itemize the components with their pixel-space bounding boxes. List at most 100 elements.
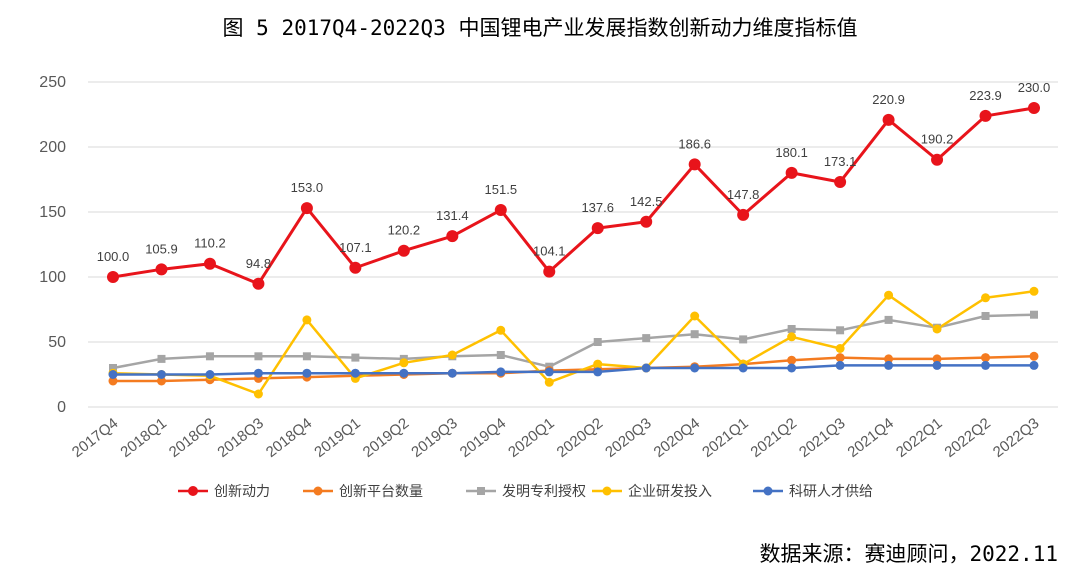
data-point <box>593 359 603 369</box>
y-tick-label: 200 <box>39 139 66 156</box>
data-point <box>884 315 893 324</box>
data-point <box>543 265 556 278</box>
data-label: 120.2 <box>388 223 421 238</box>
series-points <box>107 102 1040 399</box>
x-tick-label: 2018Q4 <box>263 415 316 461</box>
data-point <box>302 315 312 325</box>
x-tick-label: 2022Q1 <box>893 415 946 461</box>
x-tick-label: 2018Q3 <box>214 415 267 461</box>
data-point <box>1030 310 1038 319</box>
series-line <box>113 364 1034 376</box>
data-label: 137.6 <box>581 200 614 215</box>
x-tick-label: 2022Q2 <box>941 415 994 461</box>
data-point <box>931 153 944 166</box>
data-point <box>981 360 991 370</box>
data-point <box>979 109 992 122</box>
data-label: 104.1 <box>533 244 566 259</box>
data-point <box>496 367 506 377</box>
source-note: 数据来源：赛迪顾问，2022.11 <box>759 542 1058 566</box>
data-point <box>1029 351 1039 361</box>
x-tick-label: 2018Q1 <box>117 415 170 461</box>
data-point <box>108 370 118 379</box>
data-point <box>155 263 168 276</box>
data-label: 100.0 <box>97 249 130 264</box>
data-point <box>787 355 797 365</box>
data-point <box>593 338 602 346</box>
legend-label: 发明专利授权 <box>502 484 586 500</box>
data-point <box>205 352 214 361</box>
x-tick-label: 2020Q2 <box>554 415 607 461</box>
series-lines <box>112 106 1035 396</box>
legend-marker <box>602 486 612 496</box>
data-point <box>640 215 653 228</box>
data-point <box>737 208 750 221</box>
data-point <box>591 222 604 235</box>
data-point <box>300 202 313 215</box>
data-label: 153.0 <box>291 180 324 195</box>
data-point <box>835 360 845 370</box>
data-point <box>787 332 797 342</box>
data-point <box>253 368 263 378</box>
data-point <box>884 290 894 300</box>
x-tick-label: 2021Q2 <box>748 415 801 461</box>
data-point <box>688 158 701 171</box>
data-point <box>254 352 263 361</box>
data-point <box>932 360 942 370</box>
data-label: 180.1 <box>775 145 808 160</box>
data-point <box>836 326 845 335</box>
data-label: 220.9 <box>872 92 905 107</box>
data-point <box>544 377 554 387</box>
chart-title: 图 5 2017Q4-2022Q3 中国锂电产业发展指数创新动力维度指标值 <box>222 16 858 40</box>
data-point <box>690 311 700 321</box>
data-point <box>446 230 459 243</box>
data-label: 186.6 <box>678 136 711 151</box>
gridlines <box>88 81 1058 408</box>
data-label: 151.5 <box>485 182 518 197</box>
legend-label: 企业研发投入 <box>628 483 712 500</box>
data-point <box>156 370 166 379</box>
data-point <box>884 354 894 364</box>
data-point <box>252 277 265 290</box>
x-axis-ticks: 2017Q42018Q12018Q22018Q32018Q42019Q12019… <box>69 415 1043 461</box>
data-point <box>496 351 505 359</box>
data-point <box>156 376 166 386</box>
data-label: 131.4 <box>436 208 469 223</box>
y-tick-label: 50 <box>48 334 66 351</box>
legend: 创新动力 创新平台数量 发明专利授权 企业研发投入 科研人才供给 <box>178 483 873 500</box>
data-point <box>350 368 360 378</box>
data-point <box>107 271 119 283</box>
data-point <box>544 367 554 377</box>
series-line <box>112 313 1035 370</box>
data-point <box>157 354 166 363</box>
y-tick-label: 100 <box>39 269 66 286</box>
series-line <box>112 290 1035 396</box>
data-label: 173.1 <box>824 154 857 169</box>
y-tick-label: 150 <box>39 204 66 221</box>
data-point <box>496 325 506 335</box>
data-point <box>205 370 215 379</box>
data-point <box>351 353 360 362</box>
x-tick-label: 2019Q4 <box>457 415 510 461</box>
data-point <box>1029 360 1039 370</box>
data-point <box>1028 102 1040 114</box>
y-tick-label: 0 <box>57 399 66 416</box>
data-point <box>399 358 409 368</box>
legend-label: 创新平台数量 <box>339 484 423 500</box>
data-point <box>834 175 847 188</box>
data-point <box>932 354 942 364</box>
data-point <box>785 166 798 179</box>
x-tick-label: 2021Q1 <box>699 415 752 461</box>
x-tick-label: 2017Q4 <box>69 415 122 461</box>
data-point <box>981 353 991 363</box>
data-point <box>494 204 507 217</box>
data-point <box>399 368 409 378</box>
series-line <box>113 355 1035 383</box>
x-tick-label: 2020Q3 <box>602 415 655 461</box>
data-point <box>108 376 118 386</box>
data-point <box>593 367 603 377</box>
data-point <box>690 363 700 373</box>
x-tick-label: 2019Q3 <box>408 415 461 461</box>
data-point <box>932 324 942 334</box>
data-point <box>738 363 748 373</box>
